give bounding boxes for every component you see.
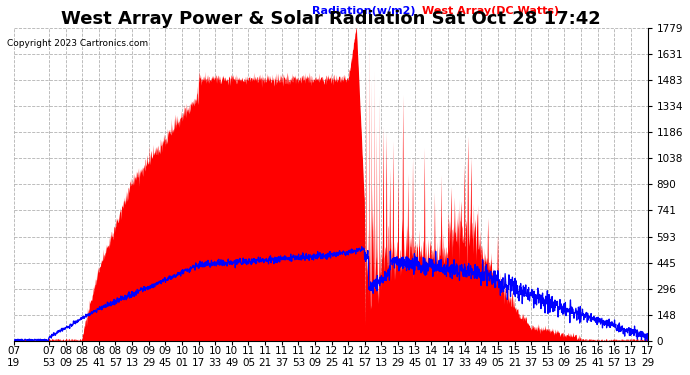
Title: West Array Power & Solar Radiation Sat Oct 28 17:42: West Array Power & Solar Radiation Sat O… [61,10,600,28]
Text: Copyright 2023 Cartronics.com: Copyright 2023 Cartronics.com [7,39,148,48]
Text: West Array(DC Watts): West Array(DC Watts) [422,6,560,16]
Text: Radiation(w/m2): Radiation(w/m2) [311,6,415,16]
